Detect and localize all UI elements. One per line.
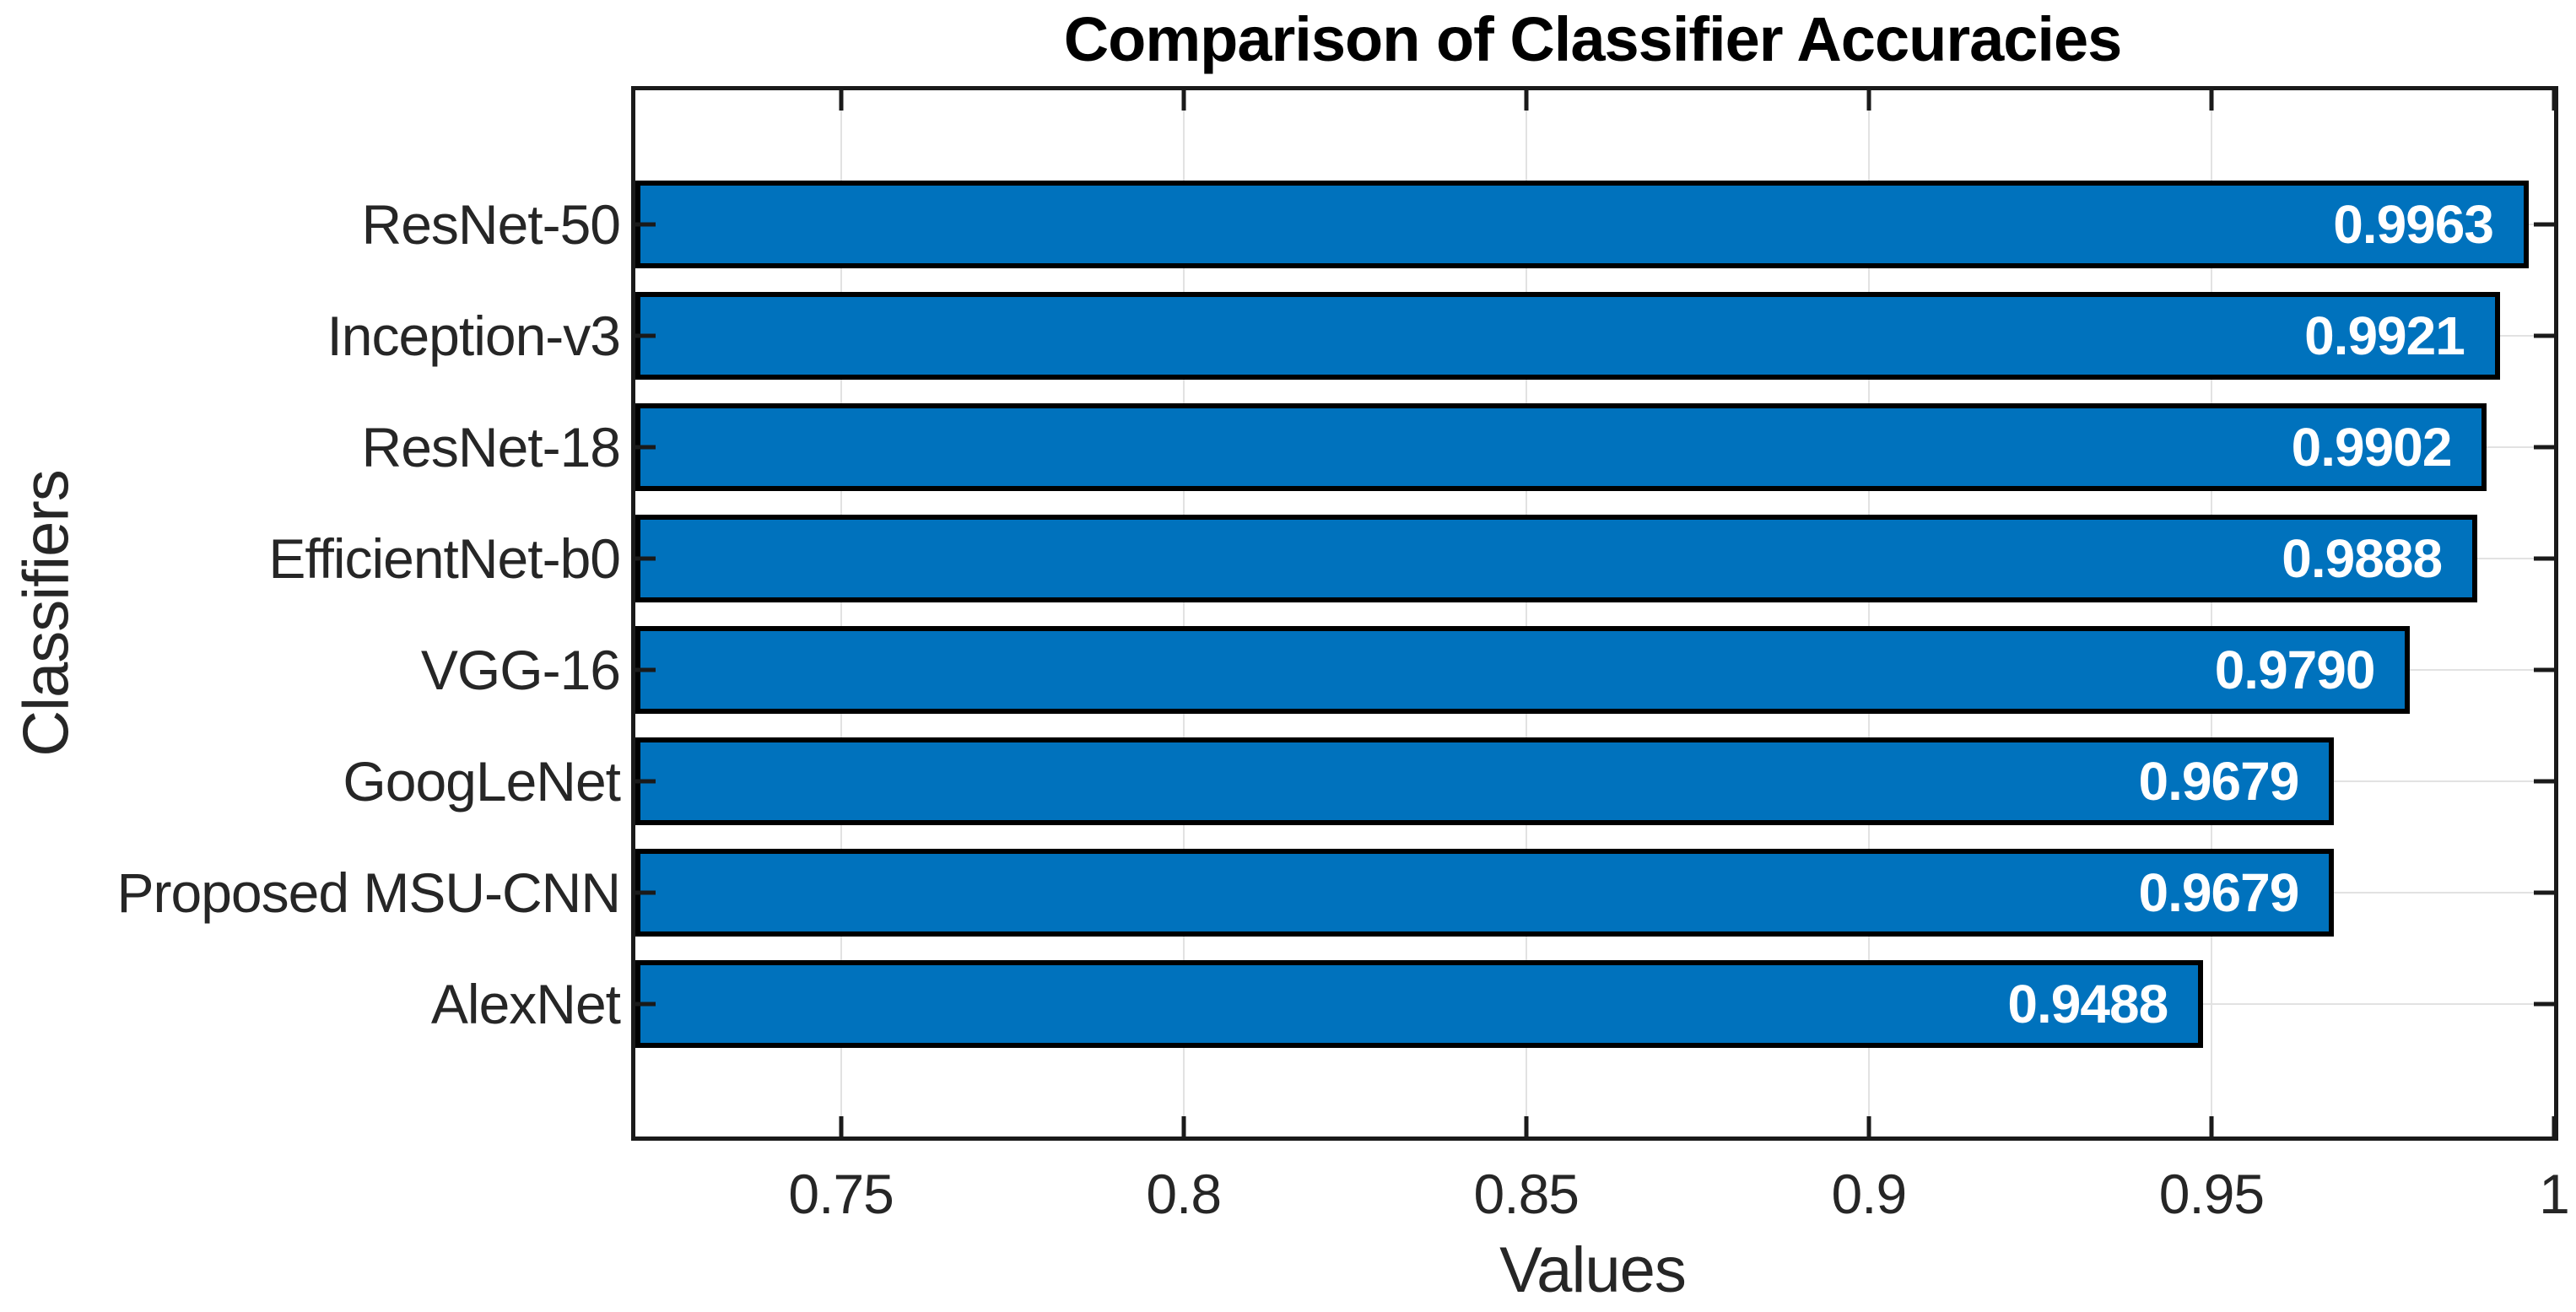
y-tick-mark-left <box>635 333 656 338</box>
x-tick-mark-bottom <box>839 1116 844 1137</box>
y-tick-mark-right <box>2534 556 2554 561</box>
y-tick-mark-left <box>635 222 656 227</box>
plot-area: 0.75 0.8 0.85 0.9 0.95 1 0.9963 ResNet-50 0.9921… <box>117 86 2570 1225</box>
bar-value-label: 0.9888 <box>2282 528 2443 590</box>
y-tick-mark-right <box>2534 333 2554 338</box>
y-tick-mark-right <box>2534 890 2554 895</box>
y-tick-mark-right <box>2534 222 2554 227</box>
x-tick-mark-top <box>2209 90 2214 111</box>
bar-value-label: 0.9679 <box>2138 861 2300 923</box>
y-category-label: Inception-v3 <box>327 305 621 368</box>
bar: 0.9679 <box>635 737 2335 825</box>
bar-value-label: 0.9902 <box>2291 417 2453 478</box>
bar-value-label: 0.9790 <box>2214 639 2376 700</box>
x-tick-mark-top <box>1524 90 1529 111</box>
bar: 0.9921 <box>635 292 2500 381</box>
x-tick-label: 0.95 <box>2158 1163 2265 1225</box>
x-tick-label: 1 <box>2539 1163 2570 1225</box>
y-tick-mark-left <box>635 667 656 672</box>
x-tick-mark-bottom <box>2209 1116 2214 1137</box>
y-category-label: ResNet-18 <box>361 416 621 479</box>
bar-value-label: 0.9679 <box>2138 750 2300 812</box>
x-tick-mark-bottom <box>2552 1116 2557 1137</box>
y-category-label: Proposed MSU-CNN <box>116 861 621 924</box>
x-tick-label: 0.8 <box>1146 1163 1222 1225</box>
y-tick-mark-left <box>635 1002 656 1007</box>
bar-value-label: 0.9963 <box>2333 194 2494 256</box>
y-tick-mark-left <box>635 890 656 895</box>
y-category-label: VGG-16 <box>420 638 621 701</box>
y-category-label: GoogLeNet <box>343 749 621 813</box>
x-tick-label: 0.85 <box>1473 1163 1580 1225</box>
y-category-label: AlexNet <box>430 972 621 1035</box>
x-gridline <box>1867 90 1870 1137</box>
y-axis-label: Classifiers <box>10 470 83 757</box>
x-gridline <box>1525 90 1527 1137</box>
y-tick-mark-left <box>635 779 656 784</box>
y-tick-mark-right <box>2534 1002 2554 1007</box>
bar: 0.9488 <box>635 959 2204 1048</box>
x-gridline <box>2210 90 2212 1137</box>
y-tick-mark-right <box>2534 667 2554 672</box>
x-tick-mark-top <box>2552 90 2557 111</box>
x-axis-label: Values <box>1499 1234 1687 1306</box>
bar-value-label: 0.9488 <box>2007 973 2168 1034</box>
bar: 0.9902 <box>635 403 2487 492</box>
y-category-label: EfficientNet-b0 <box>268 527 621 591</box>
y-tick-mark-left <box>635 556 656 561</box>
bar-value-label: 0.9921 <box>2304 305 2465 367</box>
bar: 0.9888 <box>635 514 2478 603</box>
bar: 0.9790 <box>635 625 2411 715</box>
bar: 0.9679 <box>635 848 2335 937</box>
y-category-label: ResNet-50 <box>361 193 621 256</box>
y-tick-mark-right <box>2534 445 2554 450</box>
x-tick-mark-bottom <box>1866 1116 1871 1137</box>
x-tick-mark-top <box>1866 90 1871 111</box>
x-gridline <box>1182 90 1185 1137</box>
bar: 0.9963 <box>635 181 2529 269</box>
x-tick-mark-top <box>839 90 844 111</box>
x-tick-mark-bottom <box>1524 1116 1529 1137</box>
x-tick-label: 0.75 <box>788 1163 894 1225</box>
x-tick-mark-top <box>1181 90 1186 111</box>
x-tick-mark-bottom <box>1181 1116 1186 1137</box>
y-tick-mark-right <box>2534 779 2554 784</box>
x-tick-label: 0.9 <box>1831 1163 1907 1225</box>
chart-title: Comparison of Classifier Accuracies <box>1063 4 2123 74</box>
y-tick-mark-left <box>635 445 656 450</box>
x-gridline <box>840 90 842 1137</box>
